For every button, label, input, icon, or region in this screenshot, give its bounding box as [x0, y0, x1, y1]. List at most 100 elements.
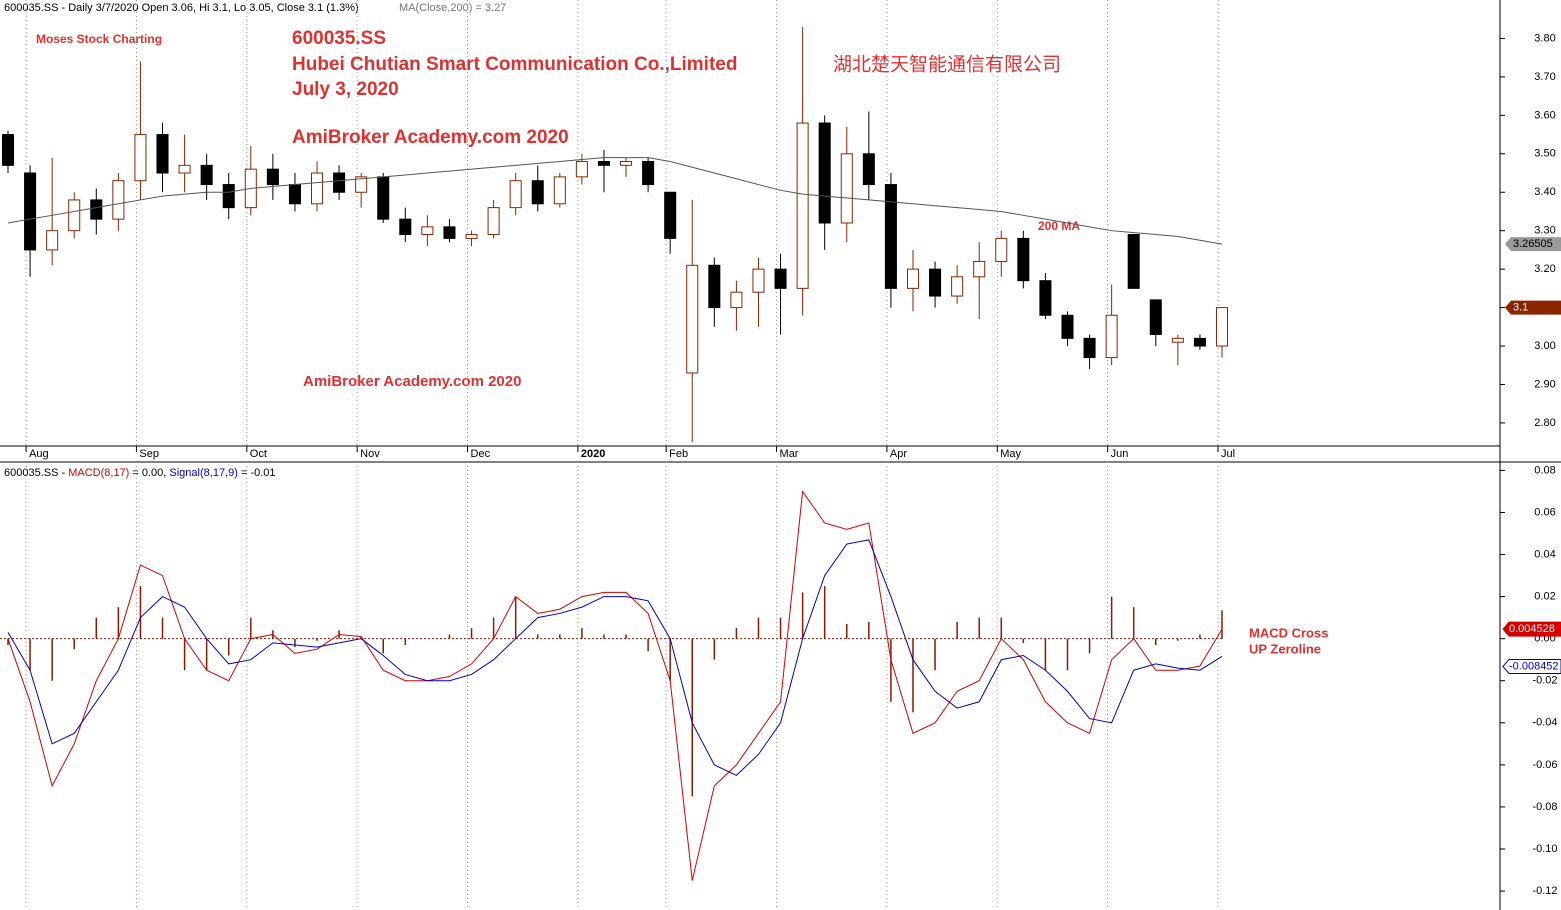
y-tick-label: 0.06 — [1534, 506, 1555, 518]
candle-body — [1083, 337, 1096, 359]
ma-last-value-bg — [1505, 237, 1561, 252]
x-tick-label: Nov — [360, 448, 380, 460]
candle-body — [973, 260, 986, 278]
last-value-tag: 0.004528 — [1509, 623, 1555, 635]
candle-body — [1039, 280, 1052, 316]
candle-body — [1061, 314, 1074, 339]
candle-body — [1, 134, 15, 166]
candle-body — [730, 291, 743, 309]
candle-body — [46, 230, 59, 251]
close-last-value: 3.1 — [1513, 301, 1528, 313]
y-tick-label: 3.40 — [1534, 186, 1555, 198]
candle-body — [553, 176, 566, 205]
candle-body — [862, 153, 875, 186]
y-tick-label: -0.10 — [1532, 843, 1557, 855]
y-tick-label: 3.00 — [1534, 340, 1555, 352]
candle-body — [531, 180, 544, 205]
candle-body — [333, 172, 346, 193]
x-tick-label: Aug — [29, 448, 49, 460]
last-value-tag-bg — [1502, 658, 1561, 674]
candle-body — [1149, 299, 1162, 335]
company-cn: 湖北楚天智能通信有限公司 — [833, 54, 1061, 76]
candle-body — [266, 168, 279, 186]
candle-body — [200, 164, 213, 186]
x-tick-label: Apr — [890, 448, 907, 460]
candle-body — [156, 134, 169, 174]
candle-body — [708, 264, 721, 309]
candle-body — [377, 176, 390, 220]
y-tick-label: 3.20 — [1534, 263, 1555, 275]
x-tick-label: Sep — [139, 448, 159, 460]
candle-body — [686, 264, 699, 374]
ma-last-value: 3.26505 — [1513, 238, 1553, 250]
candle-body — [112, 180, 125, 220]
annotation: MACD Cross — [1249, 625, 1328, 640]
y-tick-label: -0.02 — [1532, 675, 1557, 687]
macd-line — [7, 539, 1223, 776]
candle-body — [906, 268, 919, 289]
candle-body — [178, 164, 191, 174]
y-tick-label: -0.08 — [1532, 801, 1557, 813]
company: Hubei Chutian Smart Communication Co.,Li… — [292, 54, 737, 75]
candle-body — [1193, 337, 1206, 347]
candle-body — [1127, 234, 1140, 289]
y-tick-label: 3.70 — [1534, 71, 1555, 83]
candle-body — [399, 218, 412, 236]
candle-body — [288, 184, 301, 205]
macd-header: 600035.SS - MACD(8,17) = 0.00, Signal(8,… — [4, 467, 276, 479]
candle-body — [311, 172, 324, 205]
y-tick-label: 2.90 — [1534, 378, 1555, 390]
candle-body — [796, 122, 809, 289]
x-tick-label: Mar — [780, 448, 799, 460]
y-tick-label: 3.50 — [1534, 148, 1555, 160]
y-tick-label: -0.12 — [1532, 885, 1557, 897]
y-tick-label: 3.30 — [1534, 225, 1555, 237]
candle-body — [752, 268, 765, 293]
candle-body — [222, 184, 235, 209]
candle-body — [951, 276, 964, 297]
candle-body — [642, 160, 655, 186]
candle-body — [1171, 337, 1184, 343]
candle-body — [443, 226, 456, 239]
x-tick-label: Jun — [1111, 448, 1129, 460]
x-tick-label: Feb — [669, 448, 688, 460]
ma-line — [7, 157, 1223, 245]
y-tick-label: -0.04 — [1532, 717, 1557, 729]
x-tick-label: Dec — [471, 448, 491, 460]
candle-body — [421, 226, 434, 236]
candle-body — [664, 191, 677, 239]
candle-body — [487, 207, 500, 236]
candle-body — [575, 160, 588, 178]
x-tick-label: May — [1000, 448, 1021, 460]
macd-readout: = 0.00, — [129, 467, 169, 479]
site: AmiBroker Academy.com 2020 — [303, 373, 521, 390]
date: July 3, 2020 — [292, 79, 399, 100]
candle-body — [1215, 307, 1229, 347]
candle-body — [1105, 314, 1118, 359]
x-tick-label: 2020 — [581, 448, 605, 460]
legend-macd: MACD(8,17) — [68, 467, 129, 479]
candle-body — [355, 176, 368, 193]
candle-body — [995, 237, 1008, 262]
candle-body — [929, 268, 942, 297]
last-value-tag-bg — [1502, 621, 1561, 637]
candle-body — [774, 268, 787, 289]
y-tick-label: 0.04 — [1534, 548, 1555, 560]
last-value-tag: -0.008452 — [1509, 660, 1559, 672]
candle-body — [134, 134, 147, 182]
close-last-value-bg — [1505, 300, 1561, 315]
macd-header-prefix: 600035.SS - — [4, 467, 68, 479]
candle-body — [884, 184, 897, 289]
legend-signal: Signal(8,17,9) — [169, 467, 238, 479]
price-header: 600035.SS - Daily 3/7/2020 Open 3.06, Hi… — [4, 2, 359, 14]
y-tick-label: 3.80 — [1534, 32, 1555, 44]
candle-body — [24, 172, 37, 251]
ma-label: 200 MA — [1038, 219, 1080, 233]
candle-body — [90, 199, 103, 220]
ma-header: MA(Close,200) = 3.27 — [399, 2, 506, 14]
y-tick-label: 2.80 — [1534, 417, 1555, 429]
candle-body — [1017, 237, 1030, 282]
candle-body — [597, 160, 610, 166]
